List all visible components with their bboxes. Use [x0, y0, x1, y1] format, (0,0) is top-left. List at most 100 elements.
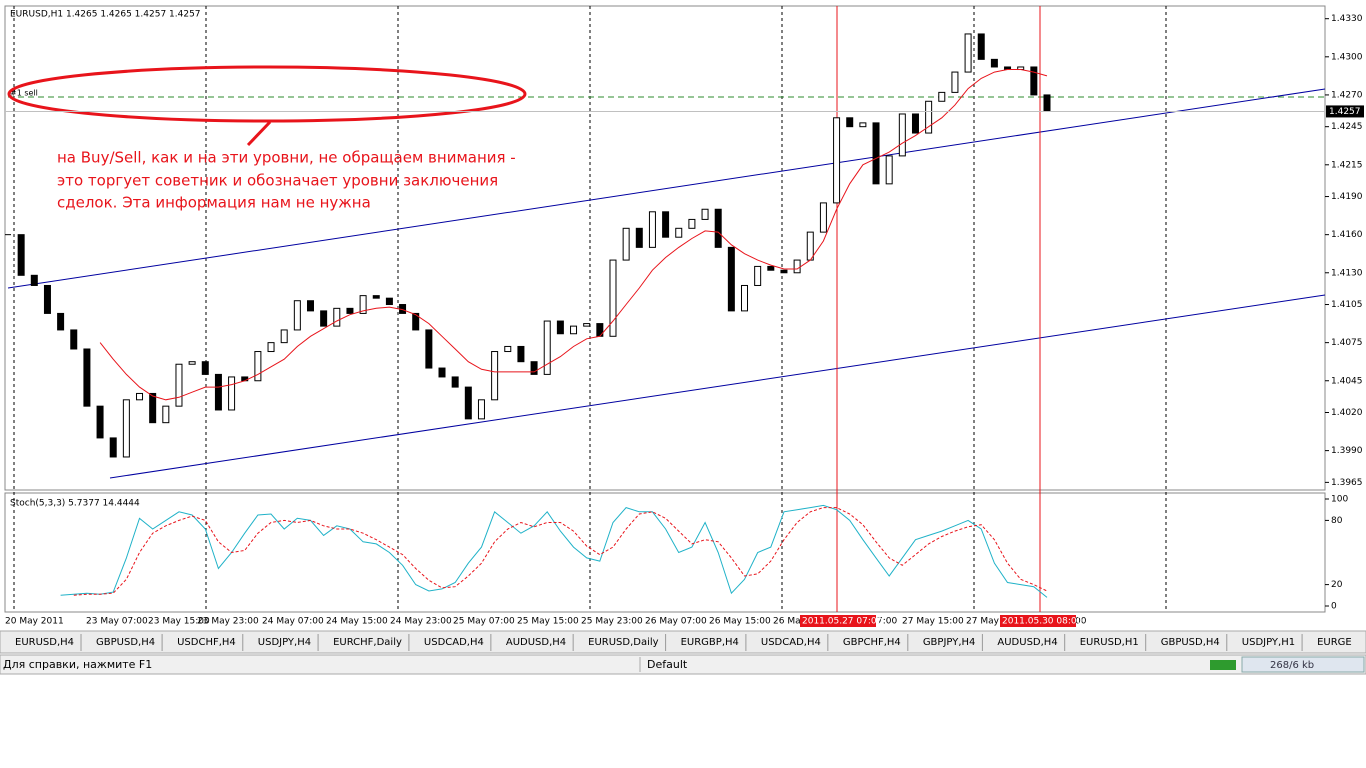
candle — [306, 300, 314, 312]
highlight-box — [1000, 615, 1076, 627]
candle — [1030, 66, 1038, 96]
x-tick-label: 24 May 23:00 — [390, 617, 452, 627]
candle — [57, 312, 65, 331]
candle — [109, 437, 117, 458]
candle — [267, 342, 275, 353]
candle — [833, 117, 841, 204]
y-tick-label: 20 — [1331, 580, 1343, 590]
y-tick-label: 1.4020 — [1331, 408, 1363, 418]
tab[interactable]: GBPCHF,H4 — [843, 637, 901, 648]
x-tick-label: 7:00 — [877, 617, 897, 627]
tab[interactable]: AUDUSD,H4 — [506, 637, 566, 648]
candle — [359, 295, 367, 314]
candle — [701, 208, 709, 220]
highlight-label: 2011.05.27 07:00 — [802, 617, 883, 627]
candle — [517, 345, 525, 363]
candle — [30, 274, 38, 286]
candle — [280, 329, 288, 344]
y-tick-label: 1.4190 — [1331, 192, 1363, 202]
stoch-panel — [4, 492, 1326, 613]
order-label: #1 sell — [10, 89, 38, 98]
annotation-text: на Buy/Sell, как и на эти уровни, не обр… — [57, 149, 516, 167]
highlight-label: 2011.05.30 08:00 — [1002, 617, 1083, 627]
candle — [43, 284, 51, 314]
x-tick-label: 26 May 15:00 — [709, 617, 771, 627]
tab[interactable]: USDCAD,H4 — [761, 637, 821, 648]
candle — [675, 227, 683, 238]
stoch-label: Stoch(5,3,3) 5.7377 14.4444 — [10, 499, 140, 509]
x-tick-label: 25 May 15:00 — [517, 617, 579, 627]
candle — [977, 33, 985, 60]
tab[interactable]: EURCHF,Daily — [333, 637, 402, 648]
tab-bar — [0, 630, 1366, 654]
candle — [741, 284, 749, 312]
y-tick-label: 1.4245 — [1331, 122, 1363, 132]
x-tick-label: 00 — [1075, 617, 1087, 627]
candle — [793, 259, 801, 274]
candle — [543, 320, 551, 375]
tab[interactable]: EURUSD,H1 — [1080, 637, 1139, 648]
tab[interactable]: EURUSD,Daily — [588, 637, 659, 648]
price-panel — [4, 5, 1326, 491]
annotation-text: сделок. Эта информация нам не нужна — [57, 194, 371, 212]
annotation-pointer — [246, 120, 272, 147]
candle — [228, 376, 236, 411]
indicator-line — [73, 507, 1048, 596]
tab[interactable]: USDCHF,H4 — [177, 637, 236, 648]
candle — [136, 392, 144, 401]
tab[interactable]: EURUSD,H4 — [15, 637, 74, 648]
candle — [925, 100, 933, 134]
candle — [885, 155, 893, 185]
candle — [754, 265, 762, 286]
tab[interactable]: GBPUSD,H4 — [1161, 637, 1220, 648]
x-tick-label: 27 May 15:00 — [902, 617, 964, 627]
y-tick-label: 1.4215 — [1331, 160, 1363, 170]
y-tick-label: 1.3990 — [1331, 446, 1363, 456]
candle — [451, 376, 459, 388]
x-tick-label: 27 May — [966, 617, 1000, 627]
tab[interactable]: USDJPY,H4 — [258, 637, 311, 648]
y-tick-label: 1.4045 — [1331, 376, 1363, 386]
candle — [464, 386, 472, 420]
tab[interactable]: AUDUSD,H4 — [997, 637, 1057, 648]
y-tick-label: 80 — [1331, 516, 1343, 526]
y-tick-label: 1.4105 — [1331, 300, 1363, 310]
annotation-ellipse — [7, 65, 527, 123]
candle — [438, 367, 446, 378]
candle — [727, 246, 735, 312]
tab[interactable]: GBPUSD,H4 — [96, 637, 155, 648]
candle — [898, 113, 906, 157]
candle — [556, 320, 564, 335]
x-tick-label: 23 May 23:00 — [197, 617, 259, 627]
channel-upper — [7, 88, 1326, 289]
x-tick-label: 23 May 15:00 — [148, 617, 210, 627]
candle — [385, 297, 393, 306]
candle — [780, 269, 788, 274]
candle — [570, 325, 578, 335]
x-tick-label: 25 May 07:00 — [453, 617, 515, 627]
current-price-box — [1326, 105, 1364, 118]
candle — [372, 295, 380, 299]
tab[interactable]: EURGE — [1317, 637, 1352, 648]
x-tick-label: 24 May 15:00 — [326, 617, 388, 627]
tab[interactable]: GBPJPY,H4 — [923, 637, 976, 648]
candle — [96, 405, 104, 439]
candle — [70, 329, 78, 350]
candle — [964, 33, 972, 73]
x-tick-label: 26 May 07:00 — [645, 617, 707, 627]
tab[interactable]: EURGBP,H4 — [681, 637, 739, 648]
tab[interactable]: USDJPY,H1 — [1242, 637, 1295, 648]
candle — [333, 307, 341, 327]
candle — [491, 351, 499, 401]
candle — [425, 329, 433, 369]
candle — [17, 234, 25, 276]
status-bar — [0, 654, 1366, 675]
candle — [635, 227, 643, 248]
tab[interactable]: USDCAD,H4 — [424, 637, 484, 648]
status-profile: Default — [647, 658, 688, 671]
connection-icon — [1210, 660, 1236, 670]
candle — [951, 71, 959, 93]
candle — [1043, 94, 1051, 112]
